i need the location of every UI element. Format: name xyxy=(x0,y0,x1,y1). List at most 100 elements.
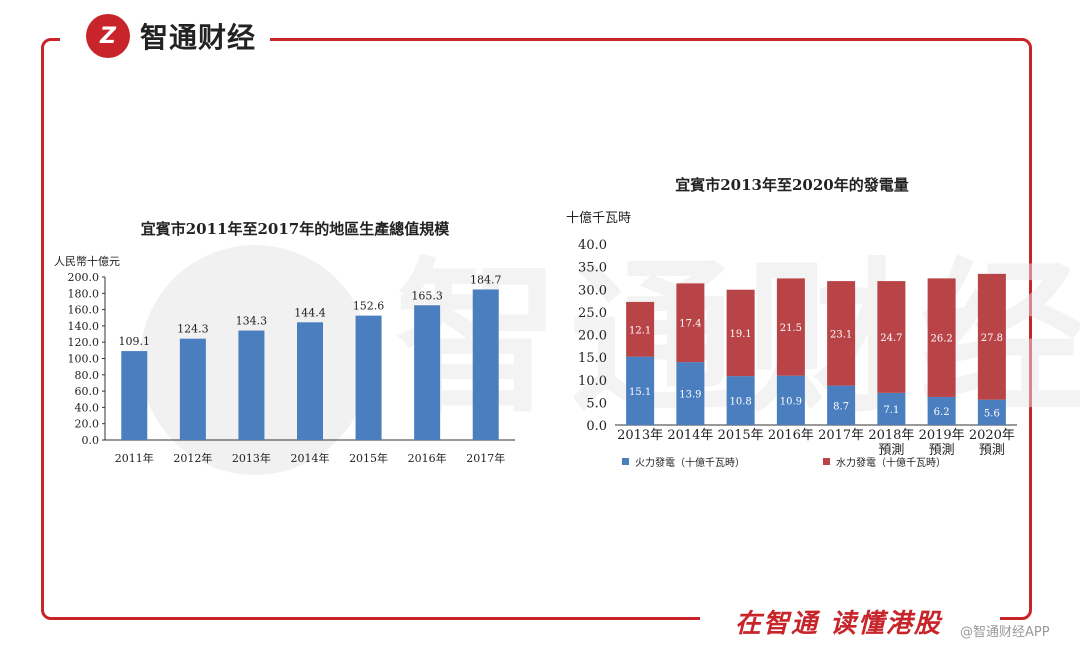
bar-segment xyxy=(877,392,906,425)
page-frame xyxy=(41,38,1032,620)
x-tick-label: 2018年 xyxy=(868,428,914,443)
data-label: 13.9 xyxy=(679,390,701,401)
data-label: 10.9 xyxy=(780,396,802,407)
data-label: 134.3 xyxy=(236,315,268,328)
x-tick-label: 2013年 xyxy=(232,451,271,465)
y-tick-label: 0.0 xyxy=(586,419,607,434)
x-tick-label: 2013年 xyxy=(617,428,663,443)
bar xyxy=(121,351,148,440)
y-tick-label: 20.0 xyxy=(75,418,100,431)
y-tick-label: 200.0 xyxy=(68,271,100,284)
data-label: 24.7 xyxy=(880,333,902,344)
power-chart: 宜賓市2013年至2020年的發電量 十億千瓦時 0.0 5.0 10.0 15.0 2… xyxy=(566,176,1017,469)
y-tick-label: 20.0 xyxy=(578,329,607,344)
bar-segment xyxy=(626,356,655,425)
chart-title: 宜賓市2013年至2020年的發電量 xyxy=(675,176,909,194)
y-tick-label: 80.0 xyxy=(75,369,100,382)
data-label: 165.3 xyxy=(411,289,443,302)
x-tick-label: 2017年 xyxy=(466,451,505,465)
bar-segment xyxy=(626,301,655,357)
logo-mark-icon: Z xyxy=(86,14,130,58)
slogan: 在智通 读懂港股 xyxy=(735,609,943,639)
y-tick-label: 140.0 xyxy=(68,320,100,333)
legend-label: 火力發電（十億千瓦時） xyxy=(635,456,745,469)
bar-segment xyxy=(776,278,805,376)
data-label: 12.1 xyxy=(629,325,651,336)
corner-watermark: @智通财经APP xyxy=(960,625,1050,640)
x-tick-label: 預測 xyxy=(929,443,955,458)
data-label: 17.4 xyxy=(679,319,701,330)
x-tick-label: 2016年 xyxy=(768,428,814,443)
bar xyxy=(238,330,265,440)
x-tick-label: 預測 xyxy=(979,443,1005,458)
legend-swatch xyxy=(622,458,629,465)
x-tick-label: 2014年 xyxy=(667,428,713,443)
gdp-chart: 宜賓市2011年至2017年的地區生產總值規模 人民幣十億元 0.0 20.0 40… xyxy=(54,220,515,465)
bar-segment xyxy=(927,278,956,397)
y-tick-label: 40.0 xyxy=(578,238,607,253)
x-tick-label: 2015年 xyxy=(718,428,764,443)
x-tick-label: 2012年 xyxy=(173,451,212,465)
y-tick-label: 120.0 xyxy=(68,336,100,349)
y-tick-label: 10.0 xyxy=(578,374,607,389)
data-label: 184.7 xyxy=(470,273,502,286)
x-tick-label: 2019年 xyxy=(919,428,965,443)
y-tick-label: 35.0 xyxy=(578,261,607,276)
bar-segment xyxy=(977,273,1006,400)
data-label: 8.7 xyxy=(833,401,849,412)
y-tick-label: 60.0 xyxy=(75,385,100,398)
y-axis-label: 十億千瓦時 xyxy=(566,210,631,226)
data-label: 19.1 xyxy=(729,329,751,340)
data-label: 7.1 xyxy=(883,405,899,416)
bar xyxy=(179,338,206,440)
y-tick-label: 15.0 xyxy=(578,351,607,366)
bar-segment xyxy=(676,362,705,425)
bar-segment xyxy=(977,399,1006,425)
bar xyxy=(355,315,382,440)
bar-segment xyxy=(877,281,906,393)
data-label: 5.6 xyxy=(984,408,1000,419)
legend-label: 水力發電（十億千瓦時） xyxy=(836,456,946,469)
bar-segment xyxy=(726,289,755,377)
frame-gap xyxy=(700,610,1000,630)
x-tick-label: 2020年 xyxy=(969,428,1015,443)
data-label: 27.8 xyxy=(981,333,1003,344)
data-label: 144.4 xyxy=(294,306,326,319)
y-axis-label: 人民幣十億元 xyxy=(54,254,120,268)
data-label: 152.6 xyxy=(353,300,385,313)
y-tick-label: 100.0 xyxy=(68,353,100,366)
x-tick-label: 2011年 xyxy=(115,451,154,465)
brand-logo: Z 智通财经 xyxy=(86,14,256,58)
x-tick-label: 2015年 xyxy=(349,451,388,465)
y-tick-label: 30.0 xyxy=(578,283,607,298)
chart-title: 宜賓市2011年至2017年的地區生產總值規模 xyxy=(141,220,450,238)
y-tick-label: 180.0 xyxy=(68,287,100,300)
data-label: 15.1 xyxy=(629,387,651,398)
bar-segment xyxy=(827,281,856,386)
x-tick-label: 2014年 xyxy=(291,451,330,465)
data-label: 21.5 xyxy=(780,323,802,334)
bar-segment xyxy=(776,375,805,425)
data-label: 124.3 xyxy=(177,323,209,336)
data-label: 10.8 xyxy=(729,397,751,408)
bar-segment xyxy=(676,283,705,363)
x-tick-label: 2017年 xyxy=(818,428,864,443)
y-tick-label: 40.0 xyxy=(75,401,100,414)
y-tick-label: 25.0 xyxy=(578,306,607,321)
bar xyxy=(297,322,323,440)
data-label: 6.2 xyxy=(934,407,950,418)
data-label: 26.2 xyxy=(930,334,952,345)
legend-swatch xyxy=(823,458,830,465)
brand-name: 智通财经 xyxy=(140,21,257,54)
x-tick-label: 2016年 xyxy=(408,451,447,465)
y-tick-label: 160.0 xyxy=(68,304,100,317)
data-label: 109.1 xyxy=(119,335,150,348)
bar-segment xyxy=(726,376,755,425)
bar-segment xyxy=(927,396,956,425)
bar xyxy=(414,305,441,440)
x-tick-label: 預測 xyxy=(878,443,904,458)
bar xyxy=(472,289,499,440)
y-tick-label: 0.0 xyxy=(82,434,100,447)
data-label: 23.1 xyxy=(830,329,852,340)
bar-segment xyxy=(827,385,856,425)
